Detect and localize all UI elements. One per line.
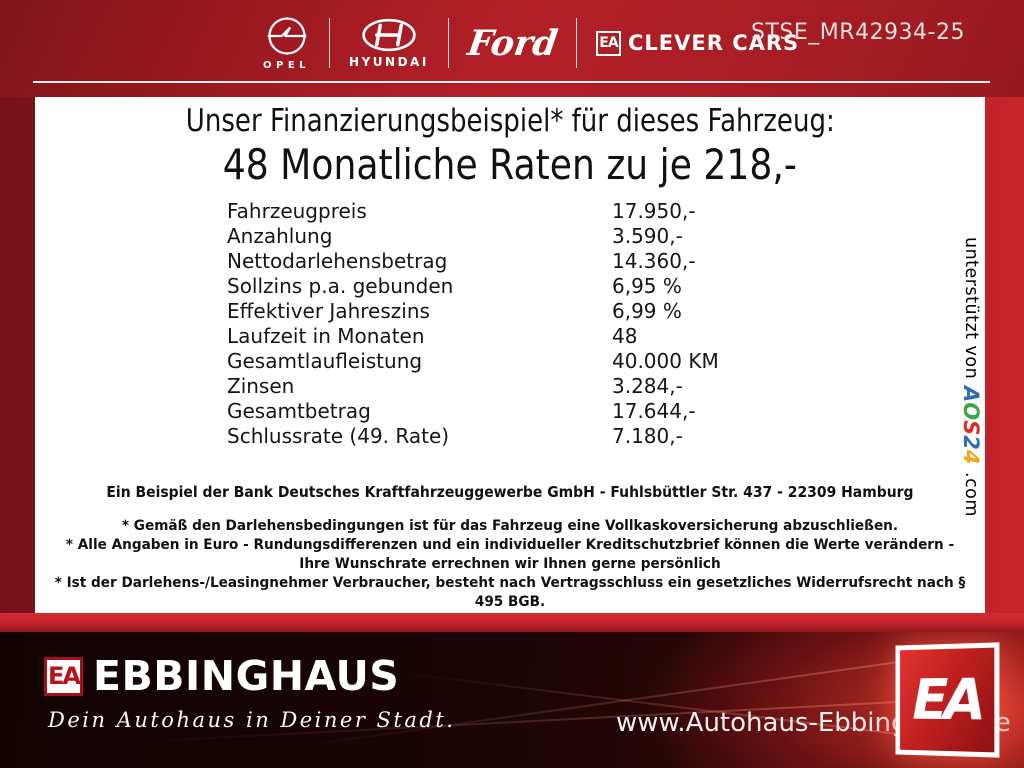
table-row: Fahrzeugpreis 17.950,- [227, 198, 719, 223]
row-value: 6,99 % [612, 298, 682, 323]
row-label: Laufzeit in Monaten [227, 323, 425, 348]
supported-by-text: unterstützt von [961, 237, 981, 380]
row-value: 17.644,- [612, 398, 696, 423]
header-bar: OPEL HYUNDAI Ford EA CLEVER CARS STSE_MR… [0, 0, 1024, 97]
row-label: Fahrzeugpreis [227, 198, 367, 223]
row-value: 3.284,- [612, 373, 683, 398]
finance-title: Unser Finanzierungsbeispiel* für dieses … [35, 103, 985, 139]
row-value: 17.950,- [612, 198, 696, 223]
hyundai-logo: HYUNDAI [349, 17, 429, 69]
clever-cars-wordmark: CLEVER CARS [627, 31, 800, 55]
row-label: Schlussrate (49. Rate) [227, 423, 450, 448]
disclaimer-line: * Gemäß den Darlehensbedingungen ist für… [121, 518, 899, 534]
ea-badge-icon: EA [595, 30, 621, 56]
row-value: 40.000 KM [612, 348, 719, 373]
table-row: Gesamtbetrag 17.644,- [227, 398, 719, 423]
header-divider-line [33, 81, 990, 83]
table-row: Sollzins p.a. gebunden 6,95 % [227, 273, 719, 298]
hyundai-wordmark: HYUNDAI [349, 55, 429, 69]
divider [329, 18, 331, 68]
red-divider-band [0, 613, 1024, 632]
brand-logos: OPEL HYUNDAI Ford EA CLEVER CARS [263, 10, 799, 76]
supported-by-vertical: unterstützt von AOS24 .com [959, 237, 983, 567]
row-label: Gesamtbetrag [227, 398, 371, 423]
disclaimer-line: * Ist der Darlehens-/Leasingnehmer Verbr… [54, 575, 966, 610]
table-row: Anzahlung 3.590,- [227, 223, 719, 248]
opel-blitz-icon [267, 17, 306, 55]
ford-wordmark: Ford [464, 22, 560, 64]
ebbinghaus-logo: EA EBBINGHAUS [44, 652, 399, 700]
disclaimer-line: * Alle Angaben in Euro - Rundungsdiffere… [65, 537, 955, 572]
clever-cars-logo: EA CLEVER CARS [595, 30, 800, 56]
row-label: Zinsen [227, 373, 295, 398]
table-row: Gesamtlaufleistung 40.000 KM [227, 348, 719, 373]
dealer-slogan: Dein Autohaus in Deiner Stadt. [48, 708, 456, 732]
reference-code: STSE_MR42934-25 [751, 20, 965, 45]
footer-bar: EA EBBINGHAUS Dein Autohaus in Deiner St… [0, 632, 1024, 768]
finance-table: Fahrzeugpreis 17.950,- Anzahlung 3.590,- N… [227, 198, 719, 448]
aos24-letter: S [959, 420, 983, 436]
hyundai-h-icon [362, 18, 416, 52]
finance-subtitle-text: 48 Monatliche Raten zu je 218,- [222, 140, 798, 189]
aos24-letter: 4 [959, 450, 983, 465]
table-row: Nettodarlehensbetrag 14.360,- [227, 248, 719, 273]
finance-subtitle: 48 Monatliche Raten zu je 218,- [35, 140, 985, 189]
dealer-wordmark: EBBINGHAUS [93, 652, 400, 700]
opel-logo: OPEL [263, 15, 310, 71]
table-row: Laufzeit in Monaten 48 [227, 323, 719, 348]
row-value: 48 [612, 323, 638, 348]
ford-logo: Ford [464, 22, 560, 64]
aos24-letter: O [959, 402, 983, 421]
divider [575, 18, 577, 68]
aos24-domain-suffix: .com [961, 471, 981, 517]
table-row: Zinsen 3.284,- [227, 373, 719, 398]
row-value: 3.590,- [612, 223, 683, 248]
table-row: Effektiver Jahreszins 6,99 % [227, 298, 719, 323]
row-label: Anzahlung [227, 223, 333, 248]
ea-footer-monogram: EA [912, 666, 982, 734]
ea-badge-icon: EA [44, 656, 83, 696]
aos24-logo: AOS24 [959, 386, 983, 465]
finance-title-text: Unser Finanzierungsbeispiel* für dieses … [185, 103, 835, 139]
bank-example-text: Ein Beispiel der Bank Deutsches Kraftfah… [106, 483, 914, 501]
row-label: Sollzins p.a. gebunden [227, 273, 454, 298]
aos24-letter: 2 [959, 435, 983, 451]
disclaimers: * Gemäß den Darlehensbedingungen ist für… [54, 517, 966, 612]
finance-sheet: Unser Finanzierungsbeispiel* für dieses … [35, 97, 985, 613]
row-label: Gesamtlaufleistung [227, 348, 423, 373]
table-row: Schlussrate (49. Rate) 7.180,- [227, 423, 719, 448]
row-value: 7.180,- [612, 423, 683, 448]
opel-wordmark: OPEL [263, 60, 311, 71]
row-label: Nettodarlehensbetrag [227, 248, 448, 273]
aos24-letter: A [959, 386, 983, 403]
ea-footer-logo: EA [895, 642, 1000, 758]
bank-example-line: Ein Beispiel der Bank Deutsches Kraftfah… [35, 483, 985, 501]
row-value: 6,95 % [612, 273, 682, 298]
divider [447, 18, 449, 68]
row-label: Effektiver Jahreszins [227, 298, 430, 323]
row-value: 14.360,- [612, 248, 696, 273]
